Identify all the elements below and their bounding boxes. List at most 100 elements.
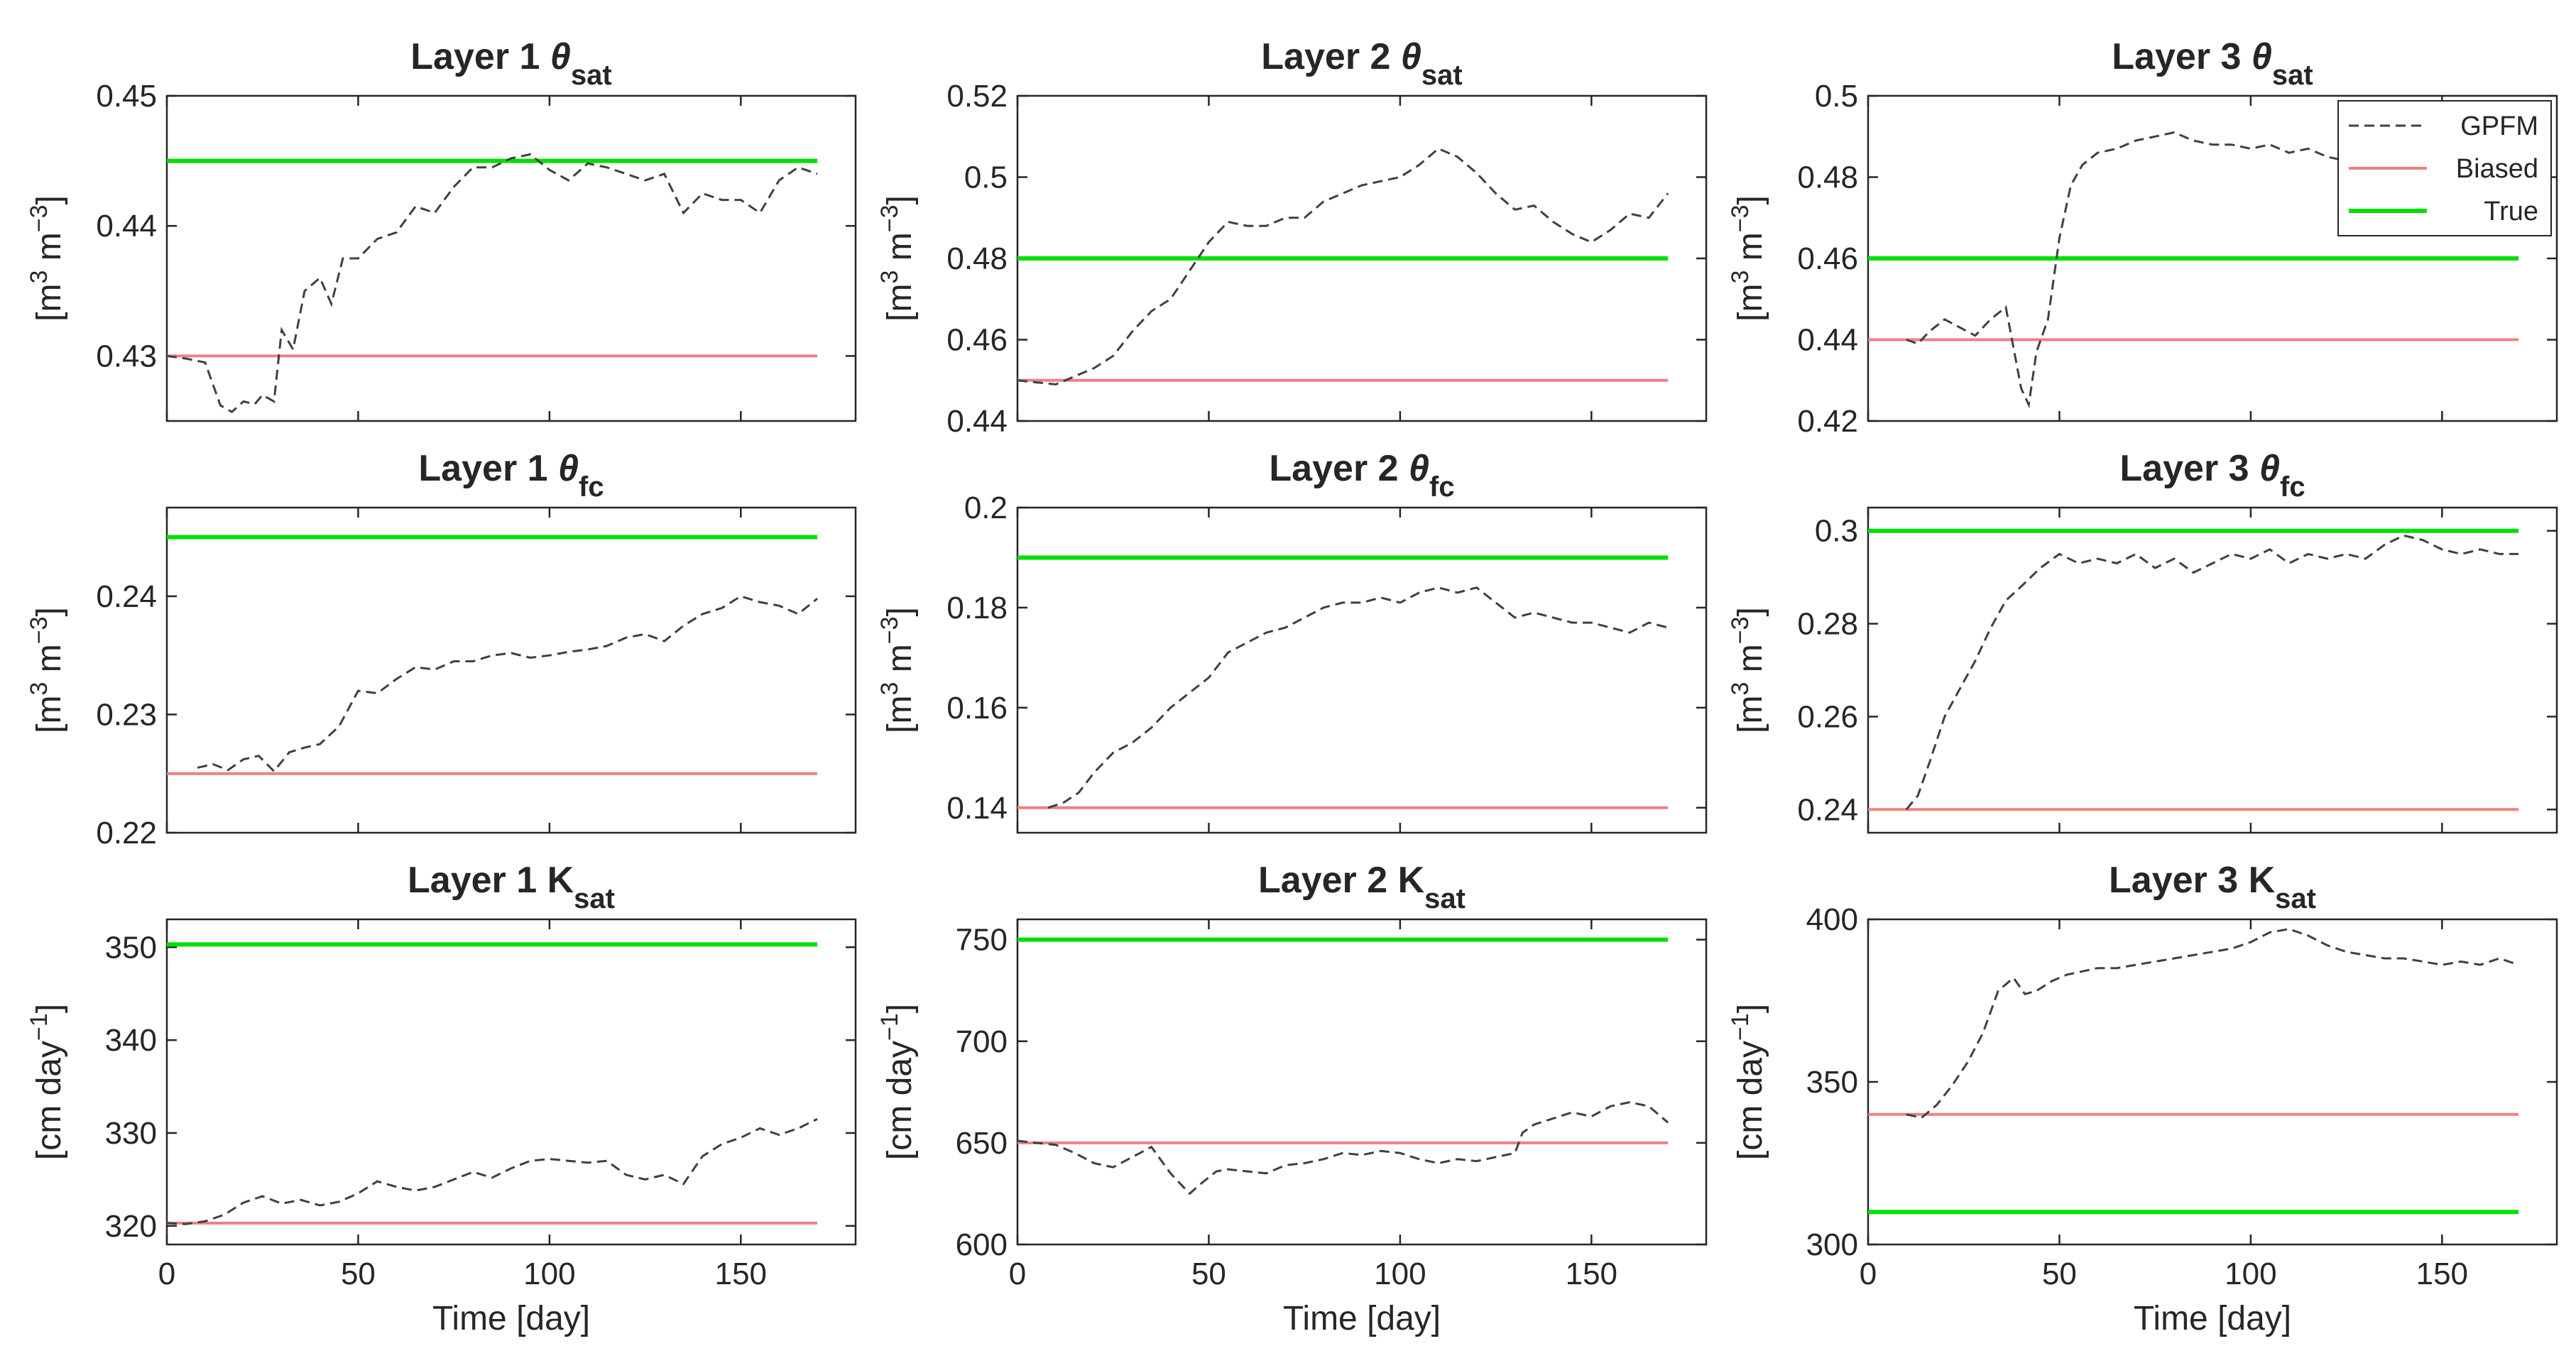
y-tick-label: 0.44: [96, 209, 157, 243]
y-tick-label: 0.3: [1815, 514, 1858, 549]
gpfm-line: [1905, 534, 2519, 811]
plot-area: [1867, 918, 2558, 1246]
y-tick-label: 0.46: [946, 323, 1008, 358]
y-tick-label: 350: [105, 930, 157, 965]
panel-title: Layer 3 θfc: [2119, 448, 2305, 503]
y-tick-label: 0.44: [946, 404, 1008, 439]
y-tick-label: 0.48: [1797, 160, 1858, 195]
y-tick-label: 0.44: [1797, 323, 1858, 358]
gpfm-line: [167, 153, 818, 414]
y-tick-label: 300: [1806, 1227, 1858, 1262]
panel-5: 0.14 0.16 0.18 0.2 [m3 m−3] Layer 2 θfc: [876, 448, 1708, 834]
legend-box: [2337, 100, 2552, 236]
panel-title: Layer 3 Ksat: [2109, 860, 2316, 914]
y-axis-label: [m3 m−3]: [876, 195, 919, 322]
x-tick-label: 50: [1191, 1257, 1226, 1291]
y-tick-label: 0.42: [1797, 404, 1858, 439]
plot-area: [165, 918, 857, 1246]
panel-3: 0.42 0.44 0.46 0.48 0.5 [m3 m−3] Layer 3 θsat: [1727, 36, 2558, 439]
y-axis-label: [m3 m−3]: [1727, 607, 1769, 733]
y-tick-label: 600: [956, 1227, 1008, 1262]
legend-label: GPFM: [2460, 111, 2538, 141]
y-tick-label: 340: [105, 1023, 157, 1058]
y-tick-label: 0.5: [964, 160, 1008, 195]
y-tick-label: 0.46: [1797, 241, 1858, 276]
x-tick-label: 50: [2042, 1257, 2077, 1291]
plot-area: [1016, 506, 1708, 834]
plot-area: [1867, 506, 2558, 834]
y-tick-label: 0.43: [96, 339, 157, 373]
legend-label: Biased: [2456, 154, 2538, 184]
y-tick-label: 400: [1806, 902, 1858, 937]
series-group: [1868, 528, 2519, 811]
y-tick-label: 0.28: [1797, 607, 1858, 642]
panel-9: 300 350 400 0 50 100 150 Time [day] [cm day−1] La…: [1727, 860, 2558, 1337]
plot-area: [1016, 918, 1708, 1246]
panel-6: 0.24 0.26 0.28 0.3 [m3 m−3] Layer 3 θfc: [1727, 448, 2558, 834]
series-group: [167, 535, 819, 775]
panel-8: 600 650 700 750 0 50 100 150 Time [day] [cm day−1…: [876, 860, 1708, 1337]
x-tick-label: 150: [715, 1257, 767, 1291]
x-tick-label: 100: [2225, 1257, 2276, 1291]
panel-title: Layer 2 θsat: [1261, 36, 1462, 91]
y-tick-label: 320: [105, 1209, 157, 1244]
y-tick-label: 0.23: [96, 697, 157, 732]
panel-title: Layer 1 Ksat: [408, 860, 615, 914]
y-axis-label: [m3 m−3]: [26, 607, 68, 733]
gpfm-line: [1047, 586, 1669, 809]
gpfm-line: [167, 1117, 818, 1225]
panel-title: Layer 1 θsat: [410, 36, 611, 91]
y-tick-label: 0.45: [96, 79, 157, 114]
x-tick-label: 50: [341, 1257, 376, 1291]
y-tick-label: 0.24: [96, 579, 157, 614]
y-tick-label: 0.18: [946, 591, 1008, 625]
panel-2: 0.44 0.46 0.48 0.5 0.52 [m3 m−3] Layer 2 θsat: [876, 36, 1708, 439]
y-tick-label: 350: [1806, 1065, 1858, 1100]
series-group: [1017, 555, 1669, 809]
y-tick-label: 0.48: [946, 241, 1008, 276]
y-tick-label: 750: [956, 923, 1008, 958]
y-tick-label: 0.16: [946, 691, 1008, 726]
y-tick-label: 0.5: [1815, 79, 1858, 114]
legend-label: True: [2484, 197, 2538, 226]
y-tick-label: 0.26: [1797, 699, 1858, 734]
panel-title: Layer 1 θfc: [418, 448, 604, 503]
y-tick-label: 330: [105, 1116, 157, 1151]
panel-1: 0.43 0.44 0.45 [m3 m−3] Layer 1 θsat: [26, 36, 857, 422]
y-tick-label: 650: [956, 1126, 1008, 1161]
gpfm-line: [1906, 928, 2519, 1120]
x-axis-label: Time [day]: [2134, 1300, 2291, 1337]
panel-7: 320 330 340 350 0 50 100 150 Time [day] [cm day−1…: [26, 860, 857, 1337]
panel-4: 0.22 0.23 0.24 [m3 m−3] Layer 1 θfc: [26, 448, 857, 850]
y-axis-label: [m3 m−3]: [26, 195, 68, 322]
x-axis-label: Time [day]: [1283, 1300, 1441, 1337]
y-tick-label: 0.22: [96, 816, 157, 850]
gpfm-line: [1017, 1101, 1669, 1195]
x-tick-label: 150: [1566, 1257, 1617, 1291]
gpfm-line: [197, 595, 819, 773]
y-axis-label: [cm day−1]: [1727, 1004, 1769, 1160]
x-tick-label: 0: [1009, 1257, 1026, 1291]
y-tick-label: 0.2: [964, 491, 1008, 525]
x-tick-label: 100: [523, 1257, 575, 1291]
panel-title: Layer 2 θfc: [1269, 448, 1454, 503]
y-axis-label: [cm day−1]: [26, 1004, 68, 1160]
y-axis-label: [cm day−1]: [876, 1004, 919, 1160]
legend: GPFM Biased True: [2337, 100, 2552, 236]
plot-area: [165, 94, 857, 422]
y-tick-label: 0.52: [946, 79, 1008, 114]
y-tick-label: 0.14: [946, 791, 1008, 826]
series-group: [1017, 147, 1669, 386]
panel-title: Layer 2 Ksat: [1258, 860, 1466, 914]
y-axis-label: [m3 m−3]: [876, 607, 919, 733]
x-tick-label: 0: [1860, 1257, 1877, 1291]
gpfm-line: [1017, 147, 1669, 386]
series-group: [1868, 131, 2519, 409]
y-tick-label: 700: [956, 1024, 1008, 1059]
panel-title: Layer 3 θsat: [2112, 36, 2313, 91]
plot-area: [165, 506, 857, 834]
x-axis-label: Time [day]: [432, 1300, 590, 1337]
series-group: [1017, 937, 1669, 1195]
y-axis-label: [m3 m−3]: [1727, 195, 1769, 322]
